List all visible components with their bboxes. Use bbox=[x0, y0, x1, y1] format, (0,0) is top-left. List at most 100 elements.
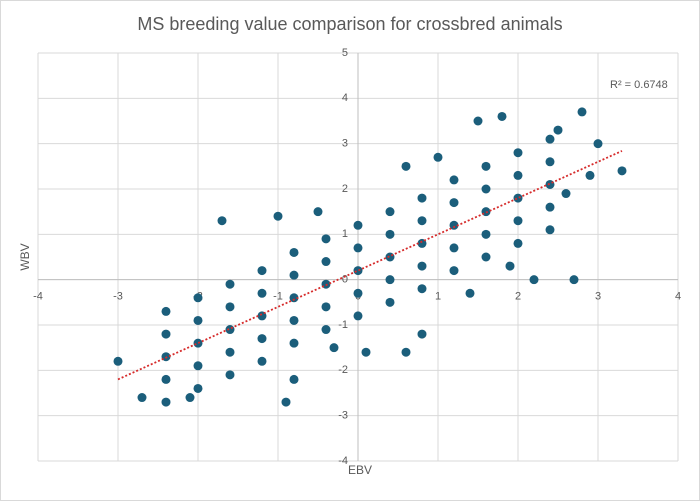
point bbox=[546, 225, 555, 234]
point bbox=[418, 330, 427, 339]
point bbox=[586, 171, 595, 180]
point bbox=[402, 348, 411, 357]
point bbox=[354, 243, 363, 252]
point bbox=[594, 139, 603, 148]
x-tick-label: 4 bbox=[675, 291, 681, 303]
y-tick-label: 1 bbox=[342, 228, 348, 240]
point bbox=[482, 185, 491, 194]
y-tick-label: 4 bbox=[342, 92, 348, 104]
x-tick-label: 2 bbox=[515, 291, 521, 303]
point bbox=[258, 289, 267, 298]
point bbox=[546, 203, 555, 212]
point bbox=[506, 262, 515, 271]
point bbox=[290, 316, 299, 325]
point bbox=[290, 375, 299, 384]
point bbox=[322, 234, 331, 243]
point bbox=[514, 148, 523, 157]
point bbox=[194, 339, 203, 348]
point bbox=[386, 275, 395, 284]
y-tick-label: 2 bbox=[342, 183, 348, 195]
point bbox=[354, 289, 363, 298]
point bbox=[290, 271, 299, 280]
point bbox=[322, 302, 331, 311]
point bbox=[450, 198, 459, 207]
point bbox=[450, 243, 459, 252]
point bbox=[138, 393, 147, 402]
x-tick-label: -1 bbox=[273, 291, 283, 303]
point bbox=[570, 275, 579, 284]
point bbox=[362, 348, 371, 357]
point bbox=[194, 316, 203, 325]
point bbox=[162, 375, 171, 384]
point bbox=[162, 307, 171, 316]
point bbox=[514, 216, 523, 225]
chart-title: MS breeding value comparison for crossbr… bbox=[137, 14, 562, 34]
point bbox=[290, 339, 299, 348]
point bbox=[114, 357, 123, 366]
y-tick-label: -1 bbox=[338, 319, 348, 331]
y-tick-label: 3 bbox=[342, 138, 348, 150]
point bbox=[226, 325, 235, 334]
point bbox=[418, 284, 427, 293]
point bbox=[282, 398, 291, 407]
point bbox=[618, 166, 627, 175]
point bbox=[386, 298, 395, 307]
point bbox=[546, 157, 555, 166]
point bbox=[218, 216, 227, 225]
point bbox=[554, 126, 563, 135]
point bbox=[354, 221, 363, 230]
point bbox=[546, 135, 555, 144]
point bbox=[530, 275, 539, 284]
y-tick-label: -3 bbox=[338, 410, 348, 422]
point bbox=[418, 262, 427, 271]
point bbox=[482, 230, 491, 239]
point bbox=[354, 266, 363, 275]
point bbox=[450, 175, 459, 184]
x-tick-label: 1 bbox=[435, 291, 441, 303]
point bbox=[482, 162, 491, 171]
point bbox=[258, 334, 267, 343]
point bbox=[562, 189, 571, 198]
point bbox=[474, 117, 483, 126]
point bbox=[226, 280, 235, 289]
y-tick-label: 5 bbox=[342, 47, 348, 59]
point bbox=[314, 207, 323, 216]
point bbox=[514, 171, 523, 180]
point bbox=[418, 194, 427, 203]
point bbox=[162, 330, 171, 339]
point bbox=[322, 257, 331, 266]
x-axis-title: EBV bbox=[348, 463, 372, 477]
point bbox=[186, 393, 195, 402]
point bbox=[466, 289, 475, 298]
point bbox=[386, 230, 395, 239]
point bbox=[386, 207, 395, 216]
point bbox=[386, 253, 395, 262]
x-tick-label: -3 bbox=[113, 291, 123, 303]
point bbox=[226, 348, 235, 357]
point bbox=[330, 343, 339, 352]
point bbox=[354, 311, 363, 320]
y-tick-label: 0 bbox=[342, 274, 348, 286]
point bbox=[258, 357, 267, 366]
r-squared-annotation: R² = 0.6748 bbox=[610, 79, 668, 91]
point bbox=[290, 248, 299, 257]
point bbox=[514, 194, 523, 203]
x-tick-label: -4 bbox=[33, 291, 43, 303]
x-tick-label: 3 bbox=[595, 291, 601, 303]
point bbox=[482, 253, 491, 262]
point bbox=[162, 398, 171, 407]
point bbox=[226, 370, 235, 379]
point bbox=[258, 266, 267, 275]
y-tick-label: -4 bbox=[338, 455, 348, 467]
point bbox=[194, 361, 203, 370]
point bbox=[578, 107, 587, 116]
y-tick-label: -2 bbox=[338, 364, 348, 376]
point bbox=[322, 325, 331, 334]
point bbox=[450, 266, 459, 275]
point bbox=[274, 212, 283, 221]
point bbox=[402, 162, 411, 171]
point bbox=[434, 153, 443, 162]
point bbox=[226, 302, 235, 311]
